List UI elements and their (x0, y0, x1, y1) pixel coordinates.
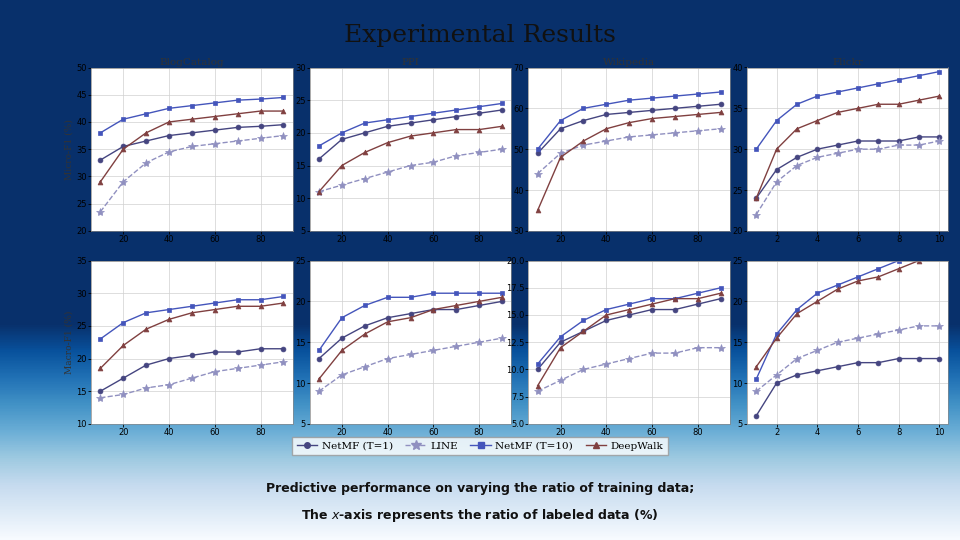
Text: Predictive performance on varying the ratio of training data;: Predictive performance on varying the ra… (266, 482, 694, 495)
Text: Experimental Results: Experimental Results (344, 24, 616, 48)
Title: PPI: PPI (401, 58, 420, 67)
Legend: NetMF (T=1), LINE, NetMF (T=10), DeepWalk: NetMF (T=1), LINE, NetMF (T=10), DeepWal… (293, 437, 667, 455)
Title: Wikipedia: Wikipedia (603, 58, 656, 67)
Text: The $\it{x}$-axis represents the ratio of labeled data (%): The $\it{x}$-axis represents the ratio o… (301, 507, 659, 523)
Y-axis label: Micro-F1 (%): Micro-F1 (%) (64, 119, 74, 180)
Title: BlogCatalog: BlogCatalog (159, 58, 225, 67)
Title: Flickr: Flickr (832, 58, 863, 67)
Y-axis label: Macro-F1 (%): Macro-F1 (%) (64, 310, 74, 374)
